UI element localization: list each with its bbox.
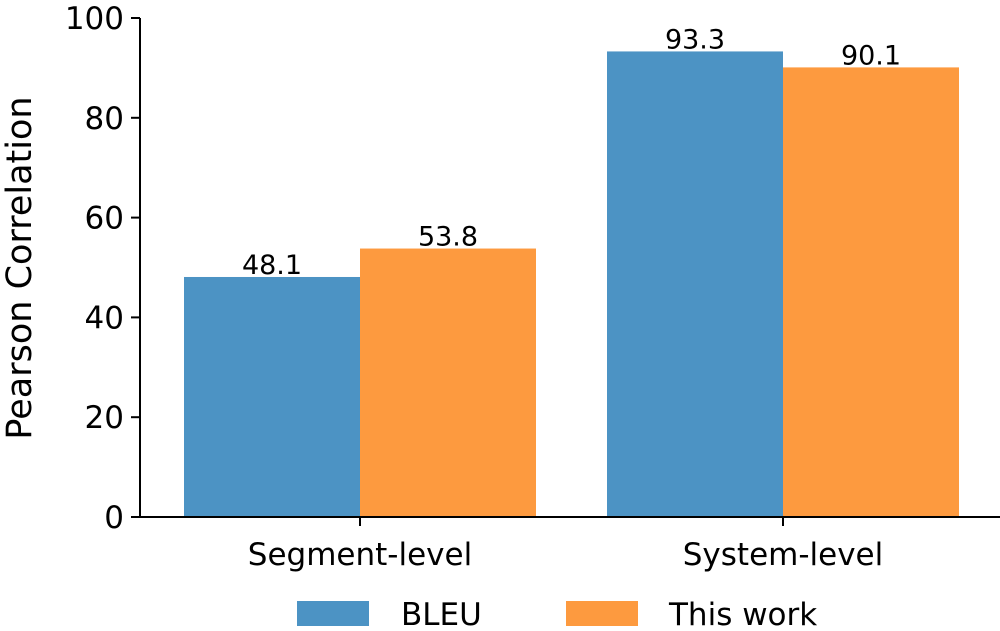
y-tick-label: 60: [85, 201, 124, 237]
y-tick-label: 100: [65, 1, 124, 37]
legend-swatch-bleu: [297, 601, 369, 626]
data-labels-layer: 48.1 93.3 53.8 90.1: [242, 24, 901, 281]
y-tick-label: 80: [85, 101, 124, 137]
legend-swatch-this-work: [566, 601, 638, 626]
data-label-bleu-segment-level: 48.1: [242, 250, 302, 281]
legend-label-bleu: BLEU: [401, 597, 482, 631]
y-tick-label: 0: [104, 500, 124, 536]
x-tick-label-system-level: System-level: [683, 537, 884, 573]
bar-bleu-system-level: [607, 51, 783, 518]
bars-layer: [184, 51, 959, 518]
bar-this-work-segment-level: [360, 248, 536, 517]
data-label-this-work-system-level: 90.1: [841, 40, 901, 71]
data-label-bleu-system-level: 93.3: [665, 24, 725, 55]
legend: BLEU This work: [297, 597, 817, 631]
y-tick-label: 40: [85, 300, 124, 336]
bar-bleu-segment-level: [184, 276, 360, 517]
data-label-this-work-segment-level: 53.8: [418, 222, 478, 253]
y-axis-title: Pearson Correlation: [0, 96, 40, 439]
legend-label-this-work: This work: [668, 597, 817, 631]
bar-this-work-system-level: [783, 67, 959, 517]
y-axis: 0 20 40 60 80 100: [65, 1, 141, 536]
y-tick-label: 20: [85, 400, 124, 436]
x-axis: Segment-level System-level: [140, 516, 1000, 573]
x-tick-label-segment-level: Segment-level: [248, 537, 472, 573]
